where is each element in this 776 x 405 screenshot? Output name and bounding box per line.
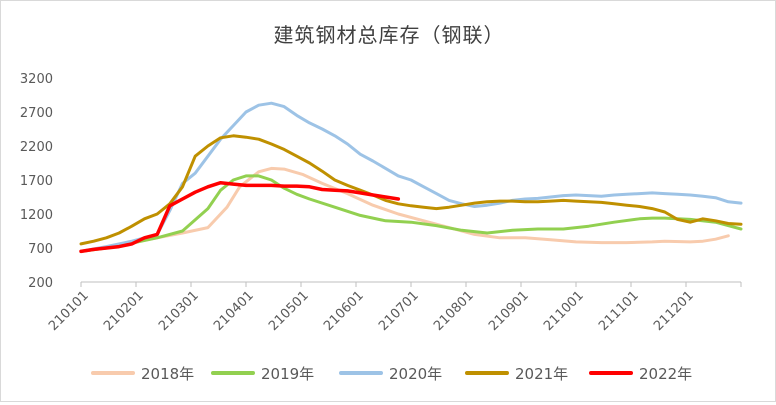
legend: 2018年 2019年 2020年 2021年 2022年 — [91, 365, 692, 383]
x-tick-label: 211001 — [541, 288, 587, 334]
x-tick-label: 210401 — [211, 288, 257, 334]
y-tick-label: 3200 — [20, 72, 53, 87]
series-line-3 — [79, 101, 743, 253]
y-tick-label: 2200 — [20, 140, 53, 155]
x-tick-label: 210201 — [101, 288, 147, 334]
legend-label: 2018年 — [141, 365, 194, 383]
legend-label: 2021年 — [515, 365, 568, 383]
chart-title: 建筑钢材总库存（钢联） — [273, 23, 505, 47]
x-tick-label: 210301 — [156, 288, 202, 334]
x-tick-label: 210601 — [321, 288, 367, 334]
series-group — [79, 101, 743, 254]
x-axis: 210101 210201 210301 210401 210501 210601 2107… — [46, 281, 742, 334]
series-line-2 — [79, 174, 743, 253]
series-line-4 — [79, 134, 743, 246]
legend-label: 2022年 — [639, 365, 692, 383]
y-tick-label: 1700 — [20, 174, 53, 189]
y-tick-label: 1200 — [20, 208, 53, 223]
x-tick-label: 210901 — [486, 288, 532, 334]
y-axis: 3200 2700 2200 1700 1200 700 200 — [20, 72, 53, 291]
x-tick-label: 210801 — [431, 288, 477, 334]
y-tick-label: 2700 — [20, 106, 53, 121]
y-tick-label: 700 — [28, 242, 53, 257]
y-tick-label: 200 — [28, 276, 53, 291]
x-tick-label: 211101 — [596, 288, 642, 334]
x-tick-label: 210501 — [266, 288, 312, 334]
series-line-1 — [79, 166, 730, 253]
legend-label: 2020年 — [389, 365, 442, 383]
x-tick-label: 210701 — [376, 288, 422, 334]
series-line-5 — [79, 180, 401, 254]
x-tick-label: 210101 — [46, 288, 92, 334]
x-tick-label: 211201 — [651, 288, 697, 334]
legend-label: 2019年 — [261, 365, 314, 383]
